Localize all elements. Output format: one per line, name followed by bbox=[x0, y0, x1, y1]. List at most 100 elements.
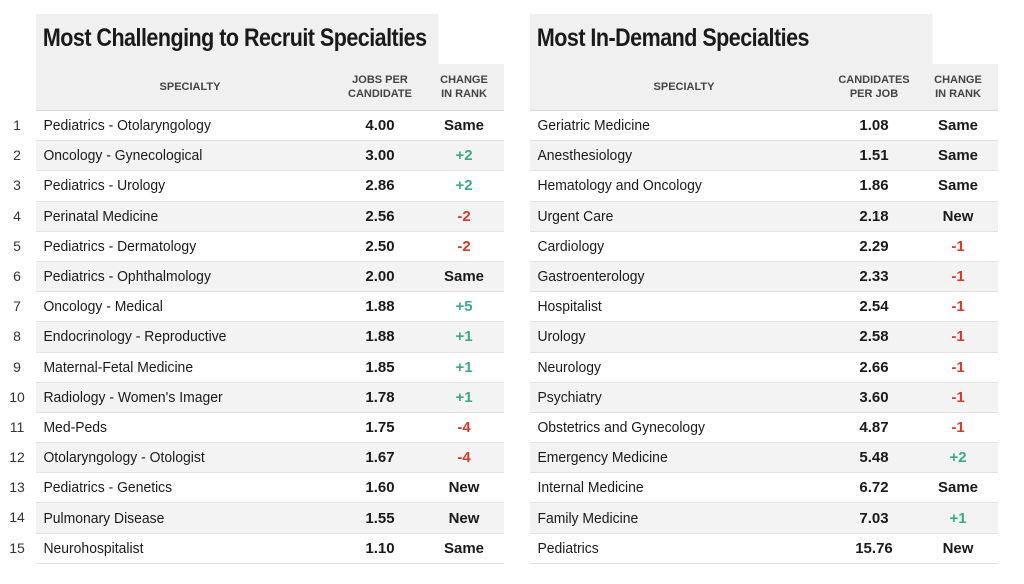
specialty-cell: Urgent Care bbox=[537, 207, 614, 225]
change-cell: -1 bbox=[951, 268, 965, 286]
specialty-cell: Neurology bbox=[537, 358, 602, 376]
change-cell: Same bbox=[443, 117, 485, 135]
specialty-cell: Cardiology bbox=[537, 237, 605, 255]
change-cell: +1 bbox=[949, 509, 967, 527]
change-cell: Same bbox=[937, 147, 979, 165]
value-cell: 2.50 bbox=[365, 237, 395, 255]
table-row: Obstetrics and Gynecology 4.87 -1 bbox=[530, 413, 998, 444]
value-cell: 6.72 bbox=[859, 479, 889, 497]
value-cell: 4.00 bbox=[365, 117, 395, 135]
change-cell: Same bbox=[937, 117, 979, 135]
rank-number: 2 bbox=[13, 147, 21, 164]
value-cell: 2.29 bbox=[859, 237, 889, 255]
specialty-cell: Pediatrics - Ophthalmology bbox=[43, 268, 211, 286]
table-header-row: SPECIALTY JOBS PER CANDIDATE CHANGE IN R… bbox=[36, 64, 504, 111]
table-row: Pediatrics - Ophthalmology 2.00 Same bbox=[36, 261, 504, 293]
specialty-cell: Perinatal Medicine bbox=[43, 207, 159, 225]
table-row: Psychiatry 3.60 -1 bbox=[530, 382, 998, 413]
table-row: Hematology and Oncology 1.86 Same bbox=[530, 171, 998, 202]
rank-number: 5 bbox=[13, 237, 21, 254]
table-row: Endocrinology - Reproductive 1.88 +1 bbox=[36, 322, 504, 353]
value-cell: 2.58 bbox=[859, 328, 889, 346]
value-cell: 1.88 bbox=[365, 328, 395, 346]
table-row: Maternal-Fetal Medicine 1.85 +1 bbox=[36, 353, 504, 383]
value-cell: 1.08 bbox=[859, 117, 889, 135]
change-cell: Same bbox=[937, 177, 979, 195]
change-cell: +1 bbox=[455, 328, 473, 346]
value-cell: 2.54 bbox=[859, 298, 889, 316]
specialty-cell: Pediatrics - Genetics bbox=[43, 479, 173, 497]
table-row: Pulmonary Disease 1.55 New bbox=[36, 503, 504, 534]
specialty-cell: Pediatrics - Dermatology bbox=[43, 237, 197, 255]
change-cell: -4 bbox=[457, 449, 471, 467]
value-cell: 1.75 bbox=[365, 418, 395, 436]
table-row: Oncology - Gynecological 3.00 +2 bbox=[36, 141, 504, 172]
change-cell: -1 bbox=[951, 328, 965, 346]
change-cell: -1 bbox=[951, 298, 965, 316]
rank-number: 1 bbox=[13, 117, 21, 133]
specialty-cell: Pediatrics - Otolaryngology bbox=[43, 117, 211, 135]
value-cell: 1.60 bbox=[365, 479, 395, 497]
value-cell: 4.87 bbox=[859, 418, 889, 436]
specialty-cell: Hospitalist bbox=[537, 298, 602, 316]
value-cell: 7.03 bbox=[859, 509, 889, 527]
rank-number: 4 bbox=[13, 207, 21, 224]
specialty-cell: Obstetrics and Gynecology bbox=[537, 418, 705, 436]
rank-number: 8 bbox=[13, 328, 21, 345]
change-cell: -1 bbox=[951, 418, 965, 436]
change-cell: Same bbox=[937, 479, 979, 497]
table-row: Neurology 2.66 -1 bbox=[530, 353, 998, 383]
specialty-cell: Pediatrics bbox=[537, 539, 599, 557]
table-title: Most Challenging to Recruit Specialties bbox=[36, 14, 439, 64]
value-cell: 1.78 bbox=[365, 388, 395, 406]
table-row: Pediatrics - Dermatology 2.50 -2 bbox=[36, 232, 504, 262]
table-row: Internal Medicine 6.72 Same bbox=[530, 473, 998, 504]
value-cell: 15.76 bbox=[855, 539, 893, 557]
table-row: Geriatric Medicine 1.08 Same bbox=[530, 111, 998, 142]
value-cell: 1.10 bbox=[365, 539, 395, 557]
column-header-value: CANDIDATES PER JOB bbox=[838, 74, 910, 100]
value-cell: 2.18 bbox=[859, 207, 889, 225]
specialty-cell: Otolaryngology - Otologist bbox=[43, 449, 205, 467]
specialty-cell: Med-Peds bbox=[43, 418, 108, 436]
change-cell: New bbox=[942, 539, 974, 557]
value-cell: 2.56 bbox=[365, 207, 395, 225]
value-cell: 2.66 bbox=[859, 358, 889, 376]
specialty-cell: Psychiatry bbox=[537, 388, 602, 406]
change-cell: -2 bbox=[457, 207, 471, 225]
demand-table-panel: Most In-Demand Specialties SPECIALTY CAN… bbox=[530, 14, 998, 564]
table-row: Perinatal Medicine 2.56 -2 bbox=[36, 201, 504, 232]
rank-number: 15 bbox=[9, 539, 25, 556]
specialty-cell: Pediatrics - Urology bbox=[43, 177, 166, 195]
table-row: Anesthesiology 1.51 Same bbox=[530, 141, 998, 172]
specialty-cell: Hematology and Oncology bbox=[537, 177, 702, 195]
specialty-cell: Pulmonary Disease bbox=[43, 509, 165, 527]
rank-number: 10 bbox=[9, 388, 25, 405]
rank-number: 14 bbox=[9, 509, 25, 526]
specialty-cell: Emergency Medicine bbox=[537, 449, 668, 467]
table-row: Gastroenterology 2.33 -1 bbox=[530, 261, 998, 293]
table-row: Pediatrics - Genetics 1.60 New bbox=[36, 473, 504, 504]
table-row: Cardiology 2.29 -1 bbox=[530, 232, 998, 262]
rank-number: 12 bbox=[9, 449, 25, 466]
table-title: Most In-Demand Specialties bbox=[530, 14, 933, 64]
specialty-cell: Oncology - Gynecological bbox=[43, 147, 203, 165]
value-cell: 2.33 bbox=[859, 268, 889, 286]
rank-number: 9 bbox=[13, 358, 21, 375]
table-row: Oncology - Medical 1.88 +5 bbox=[36, 292, 504, 323]
value-cell: 2.86 bbox=[365, 177, 395, 195]
rank-number: 6 bbox=[13, 267, 21, 284]
change-cell: +2 bbox=[949, 449, 967, 467]
table-row: Emergency Medicine 5.48 +2 bbox=[530, 443, 998, 474]
change-cell: +1 bbox=[455, 388, 473, 406]
change-cell: +2 bbox=[455, 147, 473, 165]
value-cell: 1.85 bbox=[365, 358, 395, 376]
table-body: Geriatric Medicine 1.08 Same Anesthesiology… bbox=[530, 111, 998, 564]
specialty-cell: Neurohospitalist bbox=[43, 539, 144, 557]
change-cell: +1 bbox=[455, 358, 473, 376]
value-cell: 2.00 bbox=[365, 268, 395, 286]
table-row: Med-Peds 1.75 -4 bbox=[36, 413, 504, 444]
value-cell: 1.67 bbox=[365, 449, 395, 467]
table-row: Family Medicine 7.03 +1 bbox=[530, 503, 998, 534]
column-header-change: CHANGE IN RANK bbox=[440, 74, 488, 100]
